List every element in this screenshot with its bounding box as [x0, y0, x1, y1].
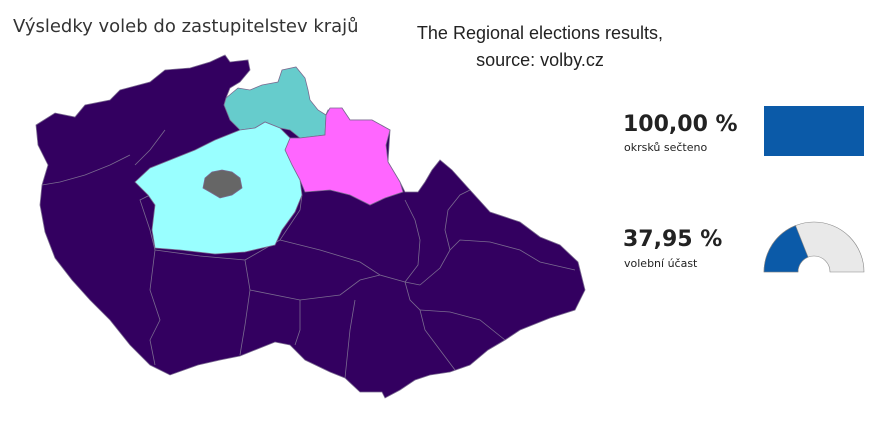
region-borders	[41, 129, 576, 379]
counted-label: okrsků sečteno	[624, 141, 708, 154]
chart-caption: The Regional elections results, source: …	[395, 20, 685, 74]
czech-regions-map	[35, 54, 586, 399]
counted-progress-fill	[764, 106, 864, 156]
turnout-percent: 37,95 %	[623, 227, 723, 252]
counted-progress-bar	[764, 106, 864, 156]
caption-line-1: The Regional elections results,	[416, 23, 664, 43]
turnout-gauge-fill	[763, 225, 809, 273]
counted-percent: 100,00 %	[623, 112, 738, 137]
page-title: Výsledky voleb do zastupitelstev krajů	[13, 16, 359, 37]
turnout-gauge	[763, 221, 865, 273]
region-prague[interactable]	[202, 169, 243, 199]
turnout-label: volební účast	[624, 257, 698, 270]
caption-line-2: source: volby.cz	[476, 50, 604, 70]
region-pink[interactable]	[284, 107, 404, 206]
